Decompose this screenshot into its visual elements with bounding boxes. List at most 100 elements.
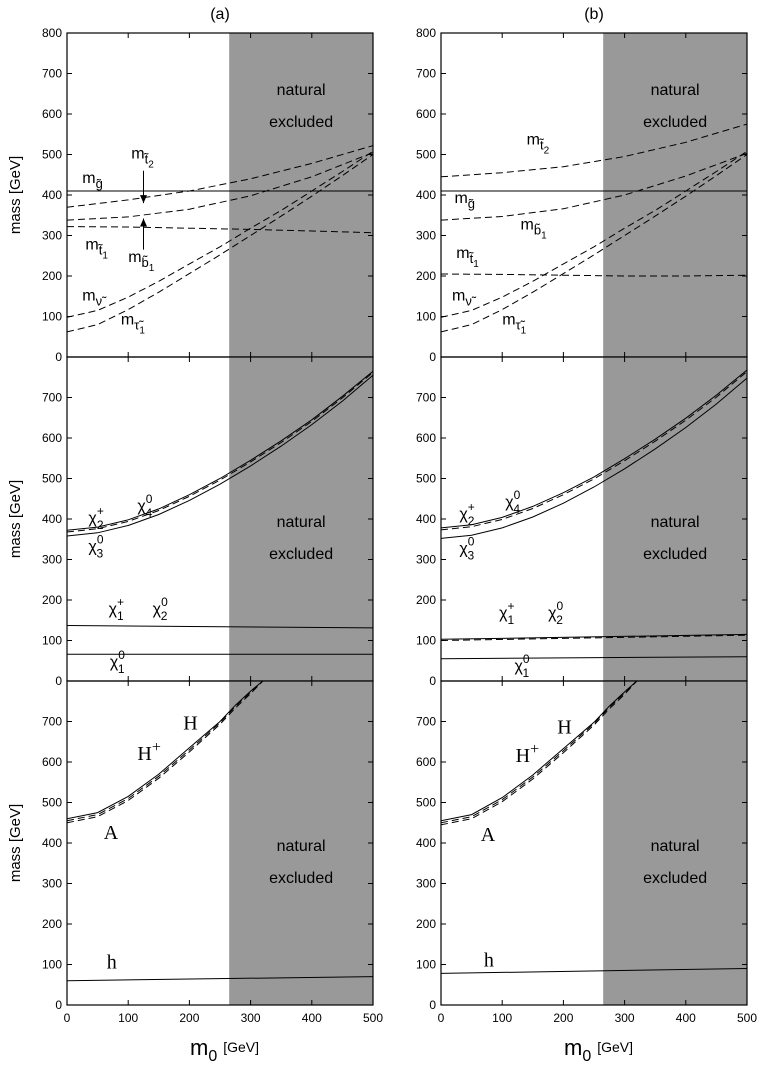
excluded-region [603, 33, 747, 357]
y-tick-label: 600 [416, 755, 436, 769]
x-label-main: m [564, 1035, 582, 1060]
y-tick-label: 600 [416, 107, 436, 121]
label-sup: 0 [97, 532, 104, 546]
curve-label: mτ̃1 [121, 312, 145, 337]
label-sub: τ̃ [516, 318, 526, 333]
panel-a-2: naturalexcluded0100200300400500600700mas… [7, 356, 374, 688]
y-axis-label: mass [GeV] [7, 156, 24, 234]
label-sub: t̃ [539, 137, 545, 152]
x-tick-label: 500 [363, 1011, 383, 1025]
label-sub: 1 [508, 613, 515, 627]
label-sub: g̃ [96, 176, 103, 191]
y-tick-label: 0 [55, 998, 62, 1012]
y-tick-label: 0 [429, 350, 436, 364]
y-tick-label: 100 [42, 310, 62, 324]
y-tick-label: 0 [429, 998, 436, 1012]
label-sub: 1 [117, 609, 124, 623]
x-tick-label: 200 [553, 1011, 573, 1025]
label-sub2: 1 [541, 230, 547, 241]
series-line [67, 374, 373, 537]
y-tick-label: 100 [416, 310, 436, 324]
curve-label: mν̃ [82, 287, 107, 308]
label-main: h [484, 950, 494, 972]
curve-label: H [183, 713, 197, 735]
label-main: A [481, 824, 496, 846]
y-tick-label: 200 [42, 917, 62, 931]
series-line [67, 625, 373, 629]
label-main: m [82, 287, 95, 304]
y-tick-label: 200 [416, 593, 436, 607]
x-label-sub: 0 [582, 1048, 591, 1065]
label-sub: 2 [161, 609, 168, 623]
x-axis-label: m0 [GeV] [564, 1035, 633, 1065]
label-main: A [104, 822, 119, 844]
curve-label: χ+ 2 [459, 500, 474, 528]
y-tick-label: 0 [429, 674, 436, 688]
y-tick-label: 700 [42, 391, 62, 405]
label-sub2: 1 [102, 251, 108, 262]
series-line [67, 681, 264, 820]
label-sub: τ̃ [134, 318, 144, 333]
label-main: m [502, 312, 515, 329]
label-sub: ν̃ [465, 293, 477, 308]
y-tick-label: 600 [416, 431, 436, 445]
y-tick-label: 500 [42, 148, 62, 162]
x-label-main: m [190, 1035, 208, 1060]
y-axis-label: mass [GeV] [7, 480, 24, 558]
series-group [67, 145, 373, 333]
series-line [441, 377, 747, 539]
label-sup: 0 [146, 492, 153, 506]
y-tick-label: 700 [416, 391, 436, 405]
region-label: excluded [269, 546, 333, 563]
curve-label: mt̃2 [131, 146, 154, 171]
curve-label: χ0 1 [514, 652, 529, 680]
arrow-head [140, 195, 147, 204]
panel-label: (a) [210, 6, 230, 23]
label-sub: t̃ [468, 251, 474, 266]
y-tick-label: 100 [42, 634, 62, 648]
curve-label: mt̃2 [527, 131, 550, 156]
curve-label: A [104, 822, 119, 844]
y-tick-label: 0 [55, 350, 62, 364]
series-line [67, 152, 373, 221]
label-main: m [454, 190, 467, 207]
label-sub2: 1 [149, 263, 155, 274]
y-tick-label: 100 [42, 958, 62, 972]
label-sub: t̃ [97, 243, 103, 258]
series-group [67, 681, 373, 982]
y-tick-label: 200 [416, 269, 436, 283]
label-main: H [516, 745, 530, 767]
label-sub: 3 [467, 548, 474, 562]
label-sup: 0 [118, 648, 125, 662]
label-main: m [521, 216, 534, 233]
series-line [441, 152, 747, 221]
label-sup: 0 [523, 652, 530, 666]
label-main: χ [505, 494, 514, 511]
label-sub: t̃ [143, 152, 149, 167]
series-line [67, 976, 373, 982]
curve-label: χ0 1 [110, 648, 125, 676]
y-tick-label: 300 [416, 229, 436, 243]
series-line [441, 150, 747, 318]
curve-label: h [484, 950, 494, 972]
label-sub: 3 [97, 546, 104, 560]
y-tick-label: 700 [42, 715, 62, 729]
label-sup: + [530, 741, 539, 758]
x-axis-label: m0 [GeV] [190, 1035, 259, 1065]
y-tick-label: 500 [42, 796, 62, 810]
x-tick-label: 400 [302, 1011, 322, 1025]
curve-label: mτ̃1 [502, 312, 526, 337]
y-tick-label: 200 [42, 269, 62, 283]
panel-a-3: natural excluded 0 100 200 300 400 500 600 700 0 10… [7, 680, 383, 1065]
y-tick-label: 700 [416, 715, 436, 729]
y-tick-label: 300 [42, 877, 62, 891]
y-tick-label: 400 [42, 188, 62, 202]
label-sub2: 2 [148, 160, 154, 171]
label-sup: + [117, 595, 124, 609]
curve-label: χ0 4 [505, 488, 520, 516]
label-main: m [121, 312, 134, 329]
series-group [441, 681, 747, 974]
label-main: m [456, 245, 469, 262]
y-tick-label: 400 [416, 188, 436, 202]
label-main: m [82, 170, 95, 187]
